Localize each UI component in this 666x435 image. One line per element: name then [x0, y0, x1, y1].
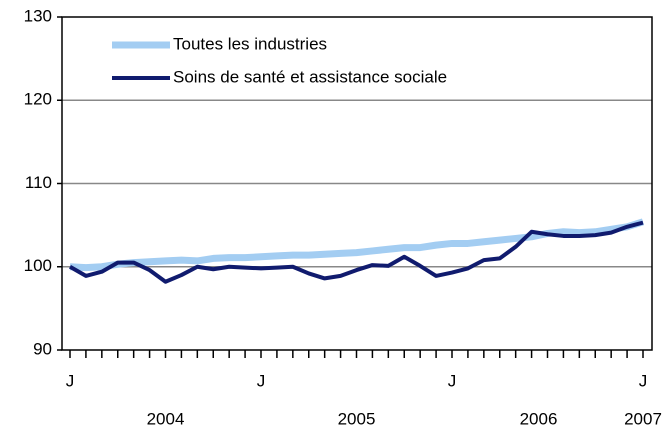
year-label: 2005: [338, 409, 376, 428]
x-tick-label: J: [66, 371, 75, 390]
series-line: [69, 218, 645, 272]
year-label: 2006: [520, 409, 558, 428]
x-tick-label: J: [257, 371, 266, 390]
y-tick-label: 100: [24, 256, 52, 275]
x-tick-label: J: [639, 371, 648, 390]
x-tick-label: J: [448, 371, 457, 390]
y-tick-label: 130: [24, 6, 52, 25]
legend-label: Toutes les industries: [173, 34, 327, 53]
year-label: 2007: [624, 409, 662, 428]
series-line: [69, 220, 644, 284]
y-tick-label: 90: [33, 339, 52, 358]
legend-label: Soins de santé et assistance sociale: [173, 67, 447, 86]
y-tick-label: 120: [24, 90, 52, 109]
y-tick-label: 110: [25, 173, 52, 192]
year-label: 2004: [147, 409, 185, 428]
